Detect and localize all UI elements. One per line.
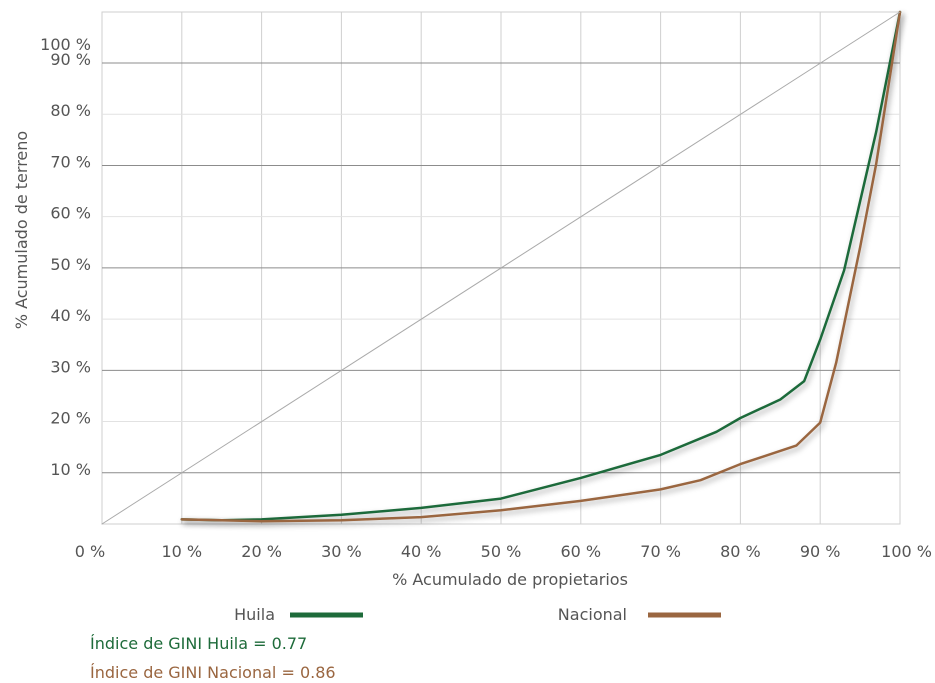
y-tick-label: 100 % (40, 35, 91, 54)
x-tick-label: 0 % (75, 542, 105, 561)
x-tick-label: 40 % (401, 542, 442, 561)
series-lines (101, 10, 902, 525)
series-line-nacional (180, 10, 902, 523)
y-tick-label: 40 % (50, 306, 91, 325)
x-tick-label: 60 % (560, 542, 601, 561)
equality-line (101, 11, 901, 525)
tick-labels: 0 % 10 % 20 % 30 % 40 % 50 % 60 % 70 % 80 % 90 % 1… (40, 35, 932, 561)
y-tick-label: 10 % (50, 460, 91, 479)
x-axis-label: % Acumulado de propietarios (392, 570, 628, 589)
legend-label-huila: Huila (234, 605, 275, 624)
legend-label-nacional: Nacional (558, 605, 627, 624)
x-tick-label: 90 % (800, 542, 841, 561)
gini-huila: Índice de GINI Huila = 0.77 (90, 634, 308, 653)
grid (101, 11, 901, 525)
x-tick-label: 20 % (241, 542, 282, 561)
series-line-huila (180, 10, 902, 522)
y-tick-label: 60 % (50, 204, 91, 223)
y-tick-label: 80 % (50, 101, 91, 120)
y-tick-label: 30 % (50, 357, 91, 376)
y-tick-label: 20 % (50, 409, 91, 428)
y-tick-label: 50 % (50, 255, 91, 274)
y-axis-label: % Acumulado de terreno (12, 131, 31, 329)
x-tick-label: 50 % (481, 542, 522, 561)
x-tick-label: 30 % (321, 542, 362, 561)
gini-nacional: Índice de GINI Nacional = 0.86 (90, 663, 336, 682)
x-tick-label: 80 % (720, 542, 761, 561)
x-tick-label: 100 % (881, 542, 932, 561)
x-tick-label: 10 % (161, 542, 202, 561)
x-tick-label: 70 % (640, 542, 681, 561)
y-tick-label: 70 % (50, 152, 91, 171)
legend: Huila Nacional (234, 605, 721, 624)
y-tick-label: 90 % (50, 50, 91, 69)
